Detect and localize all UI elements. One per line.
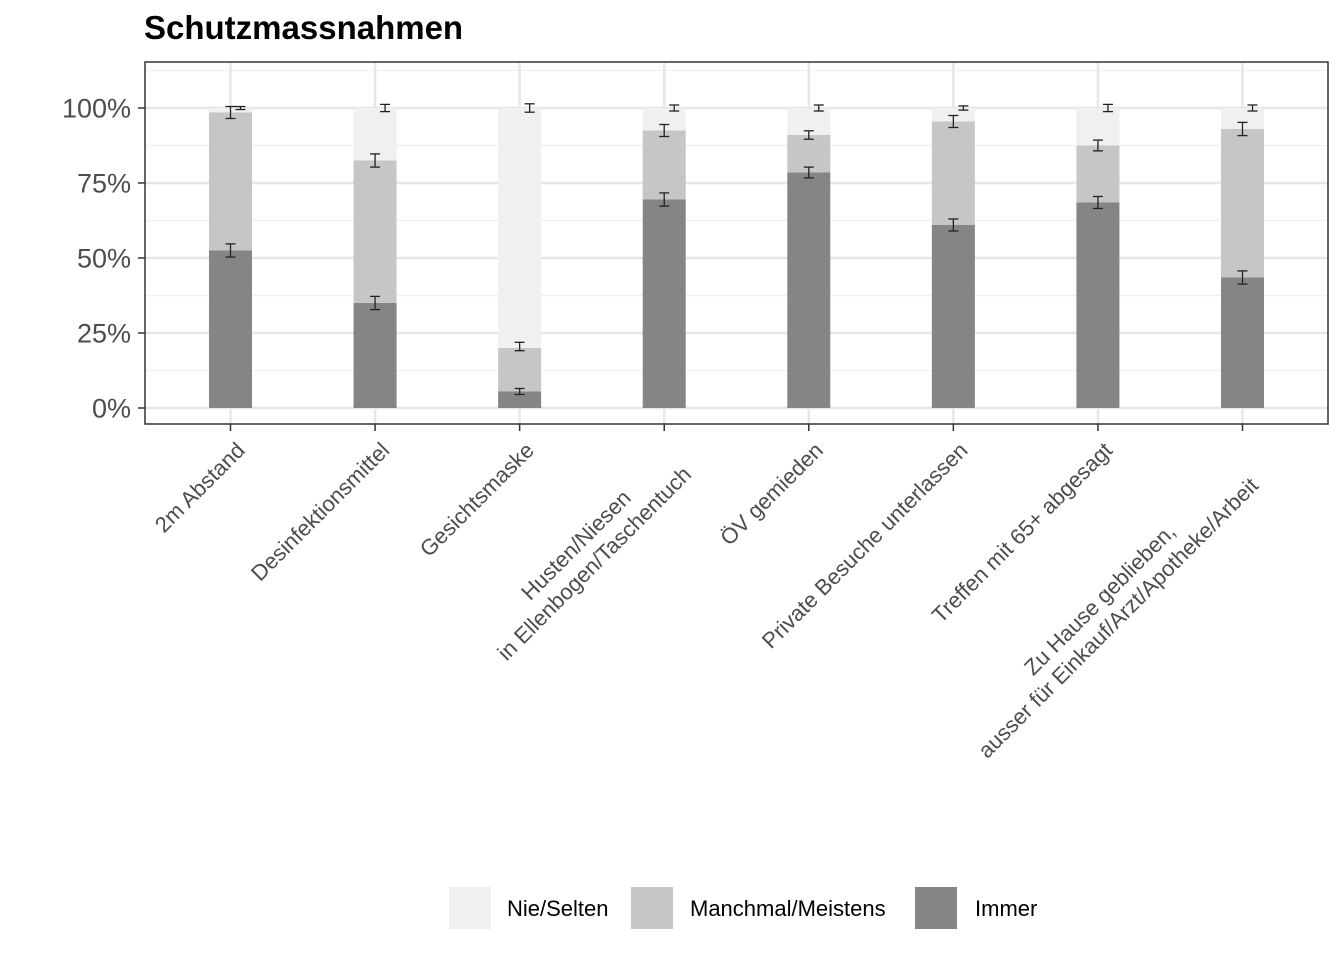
error-bar [1237,121,1248,137]
error-bar [1247,104,1258,112]
error-bar [370,295,381,311]
bar-segment [931,121,975,225]
bar-segment [1221,129,1264,278]
y-tick-label: 100% [62,94,131,124]
plot-panel [145,62,1328,424]
error-bar [524,103,535,113]
bar-segment [498,108,542,348]
bar-segment [498,348,542,392]
error-bar [669,104,680,112]
bar-segment [1076,108,1120,146]
y-tick-label: 25% [77,319,131,349]
bar-segment [1076,145,1120,203]
bar-segment [209,112,252,251]
error-bar [948,218,959,232]
bar-segment [498,391,542,408]
error-bar [1092,139,1103,152]
error-bar [1237,270,1248,285]
error-bar [235,105,246,111]
legend-item: Immer [915,887,1037,929]
bars [209,108,1264,408]
legend-key [631,887,673,929]
bar-segment [642,108,686,131]
grid-minor [145,69,1328,372]
bar-segment [353,160,397,303]
error-bar [380,103,391,113]
error-bar [1092,195,1103,210]
error-bar [514,387,525,396]
bar-segment [1076,202,1120,408]
bar-segment [787,172,831,408]
error-bar [370,153,381,168]
error-bar [659,123,670,138]
bar-segment [209,250,252,408]
error-bar [1102,103,1113,113]
error-bar [225,105,236,120]
legend: Nie/Selten Manchmal/Meistens Immer [449,887,1037,929]
bar-segment [642,199,686,408]
x-tick-label: Gesichtsmaske [415,438,539,562]
y-tick-label: 0% [92,394,131,424]
legend-key [449,887,491,929]
bar-segment [1221,108,1264,129]
y-tick-label: 50% [77,244,131,274]
legend-key [915,887,957,929]
error-bar [803,130,814,140]
bar-segment [931,108,975,122]
error-bar [225,243,236,258]
error-bar [948,114,959,129]
bar-segment [787,135,831,173]
error-bar [514,341,525,352]
error-bar [958,105,969,111]
bar-segment [353,303,397,408]
bar-segment [642,130,686,200]
x-tick-label: ÖV gemieden [715,438,828,551]
bar-segment [1221,277,1264,408]
legend-item: Manchmal/Meistens [631,887,886,929]
bar-segment [931,225,975,408]
plot-border [144,61,1329,425]
chart-title: Schutzmassnahmen [144,9,463,46]
bar-segment [353,108,397,161]
error-bar [659,192,670,207]
error-bar [803,166,814,179]
legend-label: Manchmal/Meistens [690,896,886,921]
legend-item: Nie/Selten [449,887,609,929]
x-tick-label: Desinfektionsmittel [246,438,394,586]
x-tick-label: Zu Hause geblieben,ausser für Einkauf/Ar… [955,454,1263,762]
y-axis: 0% 25% 50% 75% 100% [62,94,145,424]
error-bars [225,103,1258,396]
error-bar [813,104,824,112]
legend-label: Immer [975,896,1037,921]
y-tick-label: 75% [77,169,131,199]
legend-label: Nie/Selten [507,896,609,921]
x-tick-label: 2m Abstand [150,438,250,538]
